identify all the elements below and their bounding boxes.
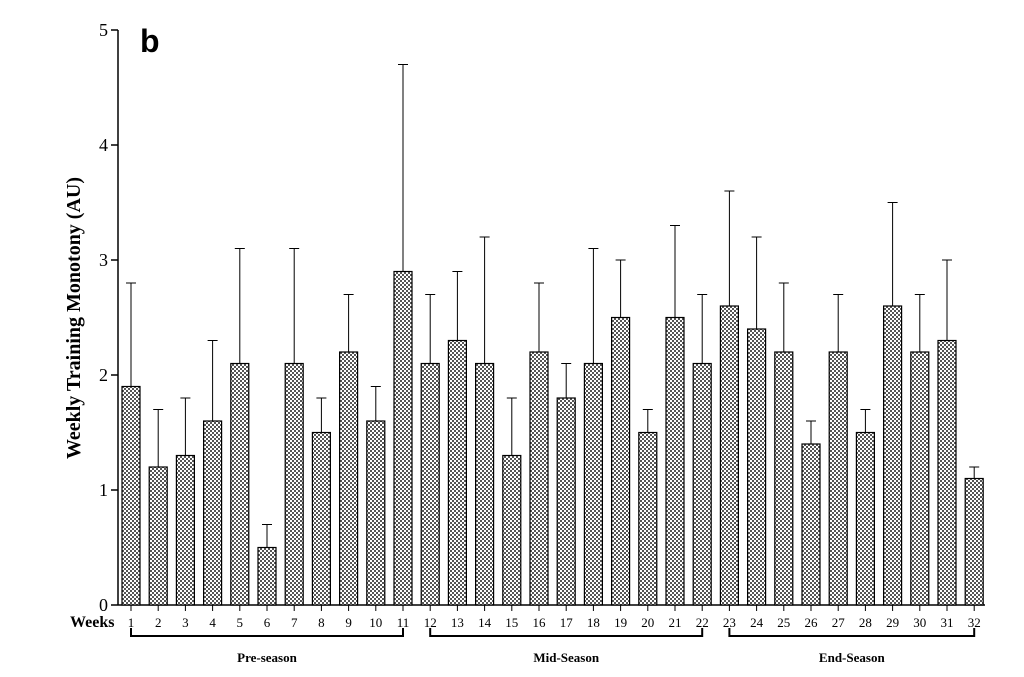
- bar-week-2: [148, 466, 168, 606]
- x-tick-label: 19: [614, 615, 627, 630]
- bar-week-16: [529, 351, 549, 606]
- x-ticks-group: 1 2 3 4 5 6 7 8 9 10 11 12 13 14 15 16 17 18 19 20 21 22 23 24 2…: [128, 605, 981, 630]
- x-tick-label: 7: [291, 615, 298, 630]
- bar-week-24: [746, 328, 767, 606]
- bar-week-26: [801, 443, 821, 606]
- bar-week-13: [447, 339, 467, 606]
- y-tick-label: 1: [99, 480, 108, 500]
- bar-week-32: [964, 477, 984, 606]
- x-axis-title: Weeks: [70, 614, 114, 631]
- x-tick-label: 30: [913, 615, 926, 630]
- bar-week-27: [828, 351, 848, 606]
- phase-bracket-0: [130, 628, 404, 637]
- bar-week-25: [774, 351, 794, 606]
- bar-week-4: [203, 420, 223, 606]
- x-tick-label: 2: [155, 615, 162, 630]
- x-tick-label: 27: [832, 615, 846, 630]
- x-tick-label: 23: [723, 615, 736, 630]
- x-tick-label: 22: [696, 615, 709, 630]
- y-axis-title: Weekly Training Monotony (AU): [63, 177, 85, 459]
- x-tick-label: 4: [209, 615, 216, 630]
- bar-week-29: [882, 305, 903, 606]
- phase-bracket-1: [429, 628, 704, 637]
- x-tick-label: 18: [587, 615, 600, 630]
- bar-week-20: [638, 431, 658, 606]
- x-tick-label: 24: [750, 615, 764, 630]
- bar-week-30: [910, 351, 930, 606]
- bar-week-31: [937, 339, 957, 606]
- x-tick-label: 12: [424, 615, 437, 630]
- x-tick-label: 32: [968, 615, 981, 630]
- error-bars-group: [126, 64, 980, 548]
- x-tick-label: 17: [560, 615, 574, 630]
- bar-week-23: [719, 305, 740, 606]
- x-tick-label: 20: [641, 615, 654, 630]
- phase-brackets-group: Pre-season Mid-Season End-Season: [130, 628, 976, 665]
- x-tick-label: 31: [941, 615, 954, 630]
- bar-week-17: [556, 397, 576, 606]
- bar-week-22: [692, 362, 712, 606]
- bar-week-11: [393, 270, 413, 606]
- y-tick-label: 5: [99, 20, 108, 40]
- bar-week-5: [230, 362, 250, 606]
- x-tick-label: 28: [859, 615, 872, 630]
- x-tick-label: 9: [345, 615, 352, 630]
- x-tick-label: 25: [777, 615, 790, 630]
- x-tick-label: 16: [533, 615, 547, 630]
- x-tick-label: 15: [505, 615, 518, 630]
- bar-week-19: [610, 316, 631, 606]
- x-tick-label: 1: [128, 615, 135, 630]
- bar-week-21: [665, 316, 685, 606]
- bar-week-12: [420, 362, 440, 606]
- y-tick-label: 2: [99, 365, 108, 385]
- x-tick-label: 3: [182, 615, 189, 630]
- bar-week-28: [855, 431, 876, 606]
- x-tick-label: 21: [669, 615, 682, 630]
- x-tick-label: 14: [478, 615, 492, 630]
- bar-week-6: [257, 546, 277, 606]
- phase-bracket-2: [728, 628, 976, 637]
- x-tick-label: 26: [805, 615, 819, 630]
- y-tick-label: 3: [99, 250, 108, 270]
- bars-group: [121, 270, 984, 606]
- x-tick-label: 13: [451, 615, 464, 630]
- x-tick-label: 6: [264, 615, 271, 630]
- x-tick-label: 5: [237, 615, 244, 630]
- bar-week-9: [339, 351, 359, 606]
- bar-week-1: [121, 385, 141, 606]
- y-tick-label: 4: [99, 135, 108, 155]
- x-tick-label: 29: [886, 615, 899, 630]
- x-tick-label: 11: [397, 615, 410, 630]
- phase-label-0: Pre-season: [237, 650, 297, 665]
- y-tick-label: 0: [99, 595, 108, 615]
- panel-label: b: [140, 23, 160, 59]
- bar-week-18: [583, 362, 604, 606]
- x-tick-label: 10: [369, 615, 382, 630]
- bar-week-3: [175, 454, 195, 606]
- phase-label-1: Mid-Season: [533, 650, 600, 665]
- x-tick-label: 8: [318, 615, 325, 630]
- bar-week-15: [502, 454, 522, 606]
- bar-week-8: [311, 431, 331, 606]
- bar-week-14: [475, 362, 495, 606]
- bar-week-10: [366, 420, 386, 606]
- bar-week-7: [284, 362, 304, 606]
- phase-label-2: End-Season: [819, 650, 886, 665]
